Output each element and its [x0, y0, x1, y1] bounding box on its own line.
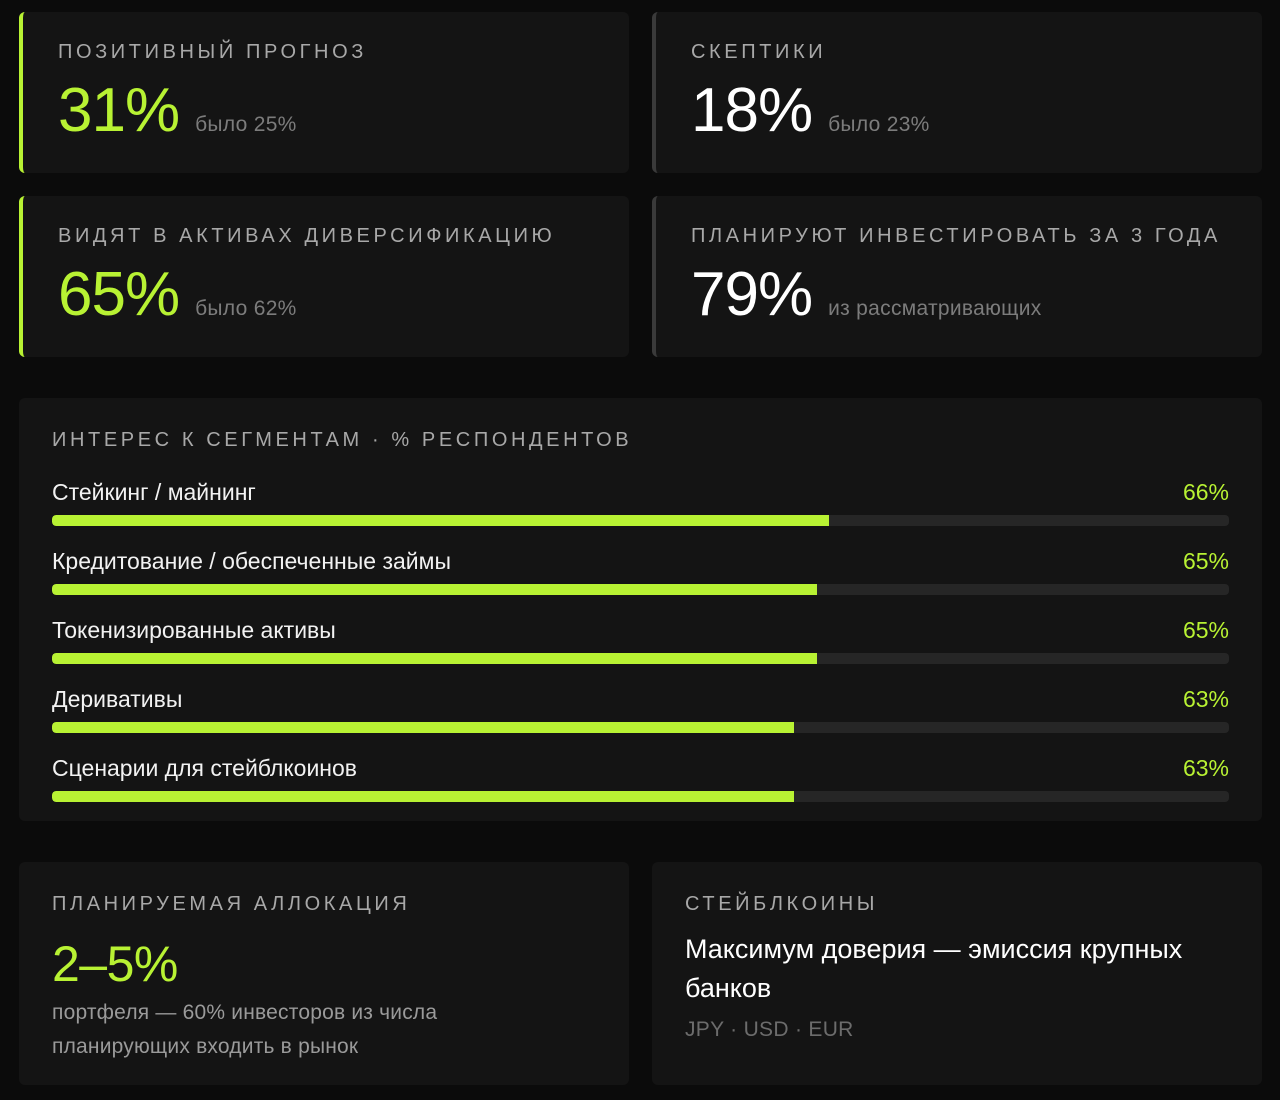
stablecoins-label: Стейблкоины [685, 893, 879, 915]
segment-bar-track [52, 515, 1229, 526]
segment-bar-fill [52, 515, 829, 526]
currency-tags: JPY · USD · EUR [685, 1018, 854, 1041]
segments-chart-card: Интерес к сегментам · % респондентов Сте… [19, 398, 1262, 821]
stat-value: 79% [691, 260, 813, 329]
segment-label: Кредитование / обеспеченные займы [52, 548, 451, 574]
segment-value: 63% [1182, 686, 1229, 712]
stablecoins-title: банков [685, 973, 772, 1003]
stat-card-skeptics: Скептики 18% было 23% [652, 12, 1262, 173]
allocation-card: Планируемая аллокация 2–5% портфеля — 60… [19, 862, 629, 1085]
segment-bar-fill [52, 791, 794, 802]
segment-bar-track [52, 653, 1229, 664]
stat-label: Скептики [691, 41, 827, 63]
segment-label: Сценарии для стейблкоинов [52, 755, 358, 781]
stat-note: было 23% [828, 113, 930, 136]
segment-row: Кредитование / обеспеченные займы 65% [52, 547, 1229, 595]
stat-label: Позитивный прогноз [58, 41, 367, 63]
segment-label: Стейкинг / майнинг [52, 479, 256, 505]
stat-note: из рассматривающих [828, 297, 1042, 320]
segment-value: 65% [1182, 617, 1229, 643]
stat-value: 18% [691, 76, 813, 145]
stat-value: 65% [58, 260, 180, 329]
segments-title: Интерес к сегментам · % респондентов [52, 429, 633, 451]
stablecoins-title: Максимум доверия — эмиссия крупных [685, 934, 1183, 964]
stat-card-diversification: Видят в активах диверсификацию 65% было … [19, 196, 629, 357]
segment-row: Токенизированные активы 65% [52, 616, 1229, 664]
stat-label: Видят в активах диверсификацию [58, 225, 556, 247]
stat-label: Планируют инвестировать за 3 года [691, 225, 1221, 247]
allocation-description: планирующих входить в рынок [52, 1035, 359, 1058]
segment-value: 66% [1182, 479, 1229, 505]
stat-note: было 62% [195, 297, 297, 320]
allocation-description: портфеля — 60% инвесторов из числа [52, 1001, 438, 1024]
segment-bar-fill [52, 584, 818, 595]
segment-row: Деривативы 63% [52, 685, 1229, 733]
stat-note: было 25% [195, 113, 297, 136]
segment-label: Деривативы [52, 686, 183, 712]
segment-bar-track [52, 722, 1229, 733]
stat-value: 31% [58, 76, 180, 145]
segment-row: Сценарии для стейблкоинов 63% [52, 754, 1229, 802]
segment-value: 63% [1182, 755, 1229, 781]
stat-card-positive-forecast: Позитивный прогноз 31% было 25% [19, 12, 629, 173]
allocation-value: 2–5% [52, 936, 178, 992]
segment-row: Стейкинг / майнинг 66% [52, 478, 1229, 526]
stablecoins-card: Стейблкоины Максимум доверия — эмиссия к… [652, 862, 1262, 1085]
allocation-label: Планируемая аллокация [52, 893, 411, 915]
segment-label: Токенизированные активы [52, 617, 336, 643]
segment-bar-fill [52, 653, 818, 664]
segment-bar-fill [52, 722, 794, 733]
segment-bar-track [52, 584, 1229, 595]
stat-card-plan-invest: Планируют инвестировать за 3 года 79% из… [652, 196, 1262, 357]
segment-bar-track [52, 791, 1229, 802]
segment-value: 65% [1182, 548, 1229, 574]
